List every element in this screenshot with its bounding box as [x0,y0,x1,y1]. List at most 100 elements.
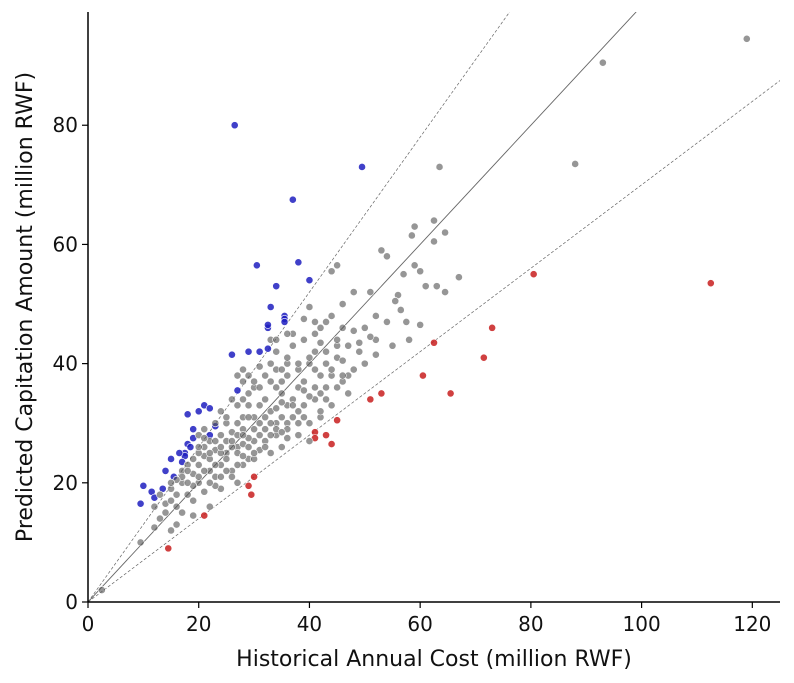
point-within [255,383,264,392]
point-within [311,383,319,392]
point-within [316,338,325,347]
point-within [211,419,220,428]
point-below [706,279,715,288]
point-within [244,389,253,398]
point-below [446,389,455,398]
point-within [383,317,391,326]
point-within [391,297,400,305]
point-below [430,338,438,347]
point-within [233,461,242,469]
x-tick-label: 0 [82,612,95,636]
point-within [388,341,397,350]
point-within [455,273,463,282]
point-above [139,481,148,490]
point-within [189,496,198,505]
point-within [211,461,220,469]
point-within [366,288,375,297]
point-within [97,586,106,594]
point-within [205,449,214,457]
y-tick-label: 0 [65,590,78,614]
point-within [200,487,209,496]
point-within [300,401,308,410]
point-within [360,359,369,368]
x-tick-label: 40 [297,612,322,636]
reference-line-identity [88,12,637,602]
point-above [288,195,297,204]
point-within [233,401,242,410]
point-within [216,431,225,440]
point-within [272,347,281,356]
x-tick-label: 120 [733,612,771,636]
point-within [410,261,419,270]
point-within [150,523,159,532]
point-within [283,434,292,443]
point-within [239,365,247,374]
point-within [355,347,364,356]
point-above [233,386,242,395]
point-within [432,282,441,291]
point-below [200,511,209,520]
point-within [305,437,314,445]
point-within [349,326,358,335]
point-within [261,395,270,404]
point-within [571,160,580,168]
point-within [441,288,449,297]
point-within [405,335,413,344]
point-within [288,341,297,350]
point-above [244,347,253,356]
point-within [344,341,353,350]
reference-lines [88,12,780,602]
point-within [266,377,275,386]
point-within [261,443,270,451]
x-tick-label: 100 [623,612,661,636]
point-within [239,395,247,404]
point-within [435,163,444,171]
point-within [283,329,292,338]
x-axis-ticks: 0 20 40 60 80 100 120 [82,602,771,636]
point-within [294,359,303,368]
point-within [205,502,214,511]
point-above [294,258,303,267]
point-within [327,312,336,320]
point-above [272,282,281,291]
point-above [205,404,214,413]
point-within [250,425,258,434]
point-within [277,398,286,407]
point-within [305,353,314,362]
point-above [183,410,192,419]
point-below [488,323,497,332]
point-within [416,320,425,329]
point-within [305,419,314,428]
point-within [371,312,380,320]
point-within [283,371,292,380]
point-within [327,401,336,410]
x-tick-label: 20 [186,612,211,636]
reference-line-upper-band [88,12,511,602]
point-within [338,300,347,308]
point-below [419,371,427,380]
point-below [327,440,336,448]
point-within [228,472,236,481]
point-below [247,490,256,499]
point-within [300,413,308,422]
point-within [421,282,430,291]
point-within [311,365,319,374]
point-above [230,121,239,130]
point-within [205,478,214,487]
point-within [266,431,275,440]
point-within [277,413,286,422]
point-within [189,511,198,520]
point-below [333,416,342,425]
point-within [371,350,380,359]
y-tick-label: 60 [53,232,78,256]
point-within [316,323,325,332]
point-within [294,407,303,416]
point-within [349,365,358,374]
data-points [97,34,751,594]
point-within [742,34,751,43]
point-within [228,437,236,445]
point-within [430,216,438,225]
point-within [277,365,286,374]
point-within [167,478,175,487]
